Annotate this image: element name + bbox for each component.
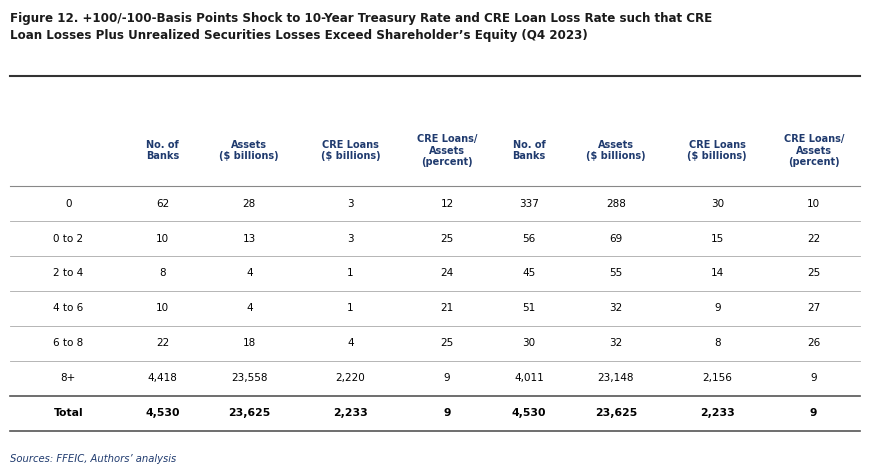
Text: 69: 69 bbox=[608, 234, 622, 244]
Text: No. of
Banks: No. of Banks bbox=[146, 140, 179, 161]
Text: 10: 10 bbox=[806, 198, 819, 208]
Text: 15: 15 bbox=[710, 234, 723, 244]
Text: 4 to 6: 4 to 6 bbox=[53, 303, 83, 313]
Text: 14: 14 bbox=[710, 268, 723, 278]
Text: 4: 4 bbox=[246, 303, 252, 313]
Text: 23,625: 23,625 bbox=[594, 408, 636, 418]
Text: CRE Loan
Loss Rate
(percent): CRE Loan Loss Rate (percent) bbox=[40, 115, 96, 148]
Text: 8+: 8+ bbox=[61, 373, 76, 383]
Text: 1: 1 bbox=[347, 303, 354, 313]
Text: 100-Basis-Point Increase (5.057%): 100-Basis-Point Increase (5.057%) bbox=[568, 90, 783, 100]
Text: 2,233: 2,233 bbox=[333, 408, 368, 418]
Text: 23,148: 23,148 bbox=[597, 373, 634, 383]
Text: 18: 18 bbox=[242, 338, 255, 348]
Text: 0: 0 bbox=[65, 198, 71, 208]
Text: 13: 13 bbox=[242, 234, 255, 244]
Text: 10: 10 bbox=[156, 303, 169, 313]
Text: 0 to 2: 0 to 2 bbox=[53, 234, 83, 244]
Text: 12: 12 bbox=[440, 198, 453, 208]
Text: 337: 337 bbox=[519, 198, 539, 208]
Text: 30: 30 bbox=[522, 338, 535, 348]
Text: 23,625: 23,625 bbox=[228, 408, 270, 418]
Text: Total: Total bbox=[54, 408, 83, 418]
Text: 9: 9 bbox=[443, 408, 450, 418]
Text: 4,530: 4,530 bbox=[511, 408, 546, 418]
Text: Figure 12. +100/-100-Basis Points Shock to 10-Year Treasury Rate and CRE Loan Lo: Figure 12. +100/-100-Basis Points Shock … bbox=[10, 12, 712, 42]
Text: Sources: FFEIC, Authors’ analysis: Sources: FFEIC, Authors’ analysis bbox=[10, 454, 176, 464]
Text: 22: 22 bbox=[156, 338, 169, 348]
Text: 2,220: 2,220 bbox=[335, 373, 365, 383]
Text: 25: 25 bbox=[440, 234, 453, 244]
Text: 9: 9 bbox=[443, 373, 450, 383]
Text: 32: 32 bbox=[608, 338, 622, 348]
Text: 4,530: 4,530 bbox=[145, 408, 180, 418]
Text: 4: 4 bbox=[246, 268, 252, 278]
Text: 30: 30 bbox=[710, 198, 723, 208]
Text: 23,558: 23,558 bbox=[231, 373, 267, 383]
Text: 45: 45 bbox=[522, 268, 535, 278]
Text: 9: 9 bbox=[809, 408, 817, 418]
Text: Assets
($ billions): Assets ($ billions) bbox=[219, 140, 279, 161]
Text: 4: 4 bbox=[347, 338, 354, 348]
Text: Assets
($ billions): Assets ($ billions) bbox=[586, 140, 645, 161]
Text: CRE Loans/
Assets
(percent): CRE Loans/ Assets (percent) bbox=[416, 134, 477, 167]
Text: 8: 8 bbox=[159, 268, 165, 278]
Text: 9: 9 bbox=[713, 303, 720, 313]
Text: 9: 9 bbox=[810, 373, 816, 383]
Text: 3: 3 bbox=[347, 198, 354, 208]
Text: No. of
Banks: No. of Banks bbox=[512, 140, 545, 161]
Text: 55: 55 bbox=[608, 268, 622, 278]
Text: CRE Loans
($ billions): CRE Loans ($ billions) bbox=[321, 140, 380, 161]
Text: 3: 3 bbox=[347, 234, 354, 244]
Text: 25: 25 bbox=[440, 338, 453, 348]
Text: 32: 32 bbox=[608, 303, 622, 313]
Text: 25: 25 bbox=[806, 268, 819, 278]
Text: 10: 10 bbox=[156, 234, 169, 244]
Text: 2,233: 2,233 bbox=[699, 408, 733, 418]
Text: 22: 22 bbox=[806, 234, 819, 244]
Text: 6 to 8: 6 to 8 bbox=[53, 338, 83, 348]
Text: 56: 56 bbox=[522, 234, 535, 244]
Text: CRE Loans
($ billions): CRE Loans ($ billions) bbox=[687, 140, 746, 161]
Text: 288: 288 bbox=[606, 198, 625, 208]
Text: 51: 51 bbox=[522, 303, 535, 313]
Text: 8: 8 bbox=[713, 338, 720, 348]
Text: 2 to 4: 2 to 4 bbox=[53, 268, 83, 278]
Text: 24: 24 bbox=[440, 268, 453, 278]
Text: 1: 1 bbox=[347, 268, 354, 278]
Text: 27: 27 bbox=[806, 303, 819, 313]
Text: 62: 62 bbox=[156, 198, 169, 208]
Text: 26: 26 bbox=[806, 338, 819, 348]
Text: 28: 28 bbox=[242, 198, 255, 208]
Text: 2,156: 2,156 bbox=[701, 373, 732, 383]
Text: 4,418: 4,418 bbox=[148, 373, 177, 383]
Text: 21: 21 bbox=[440, 303, 453, 313]
Text: 4,011: 4,011 bbox=[514, 373, 543, 383]
Text: 100-Basis-Point Decrease (3.057%): 100-Basis-Point Decrease (3.057%) bbox=[200, 90, 419, 100]
Text: CRE Loans/
Assets
(percent): CRE Loans/ Assets (percent) bbox=[783, 134, 843, 167]
